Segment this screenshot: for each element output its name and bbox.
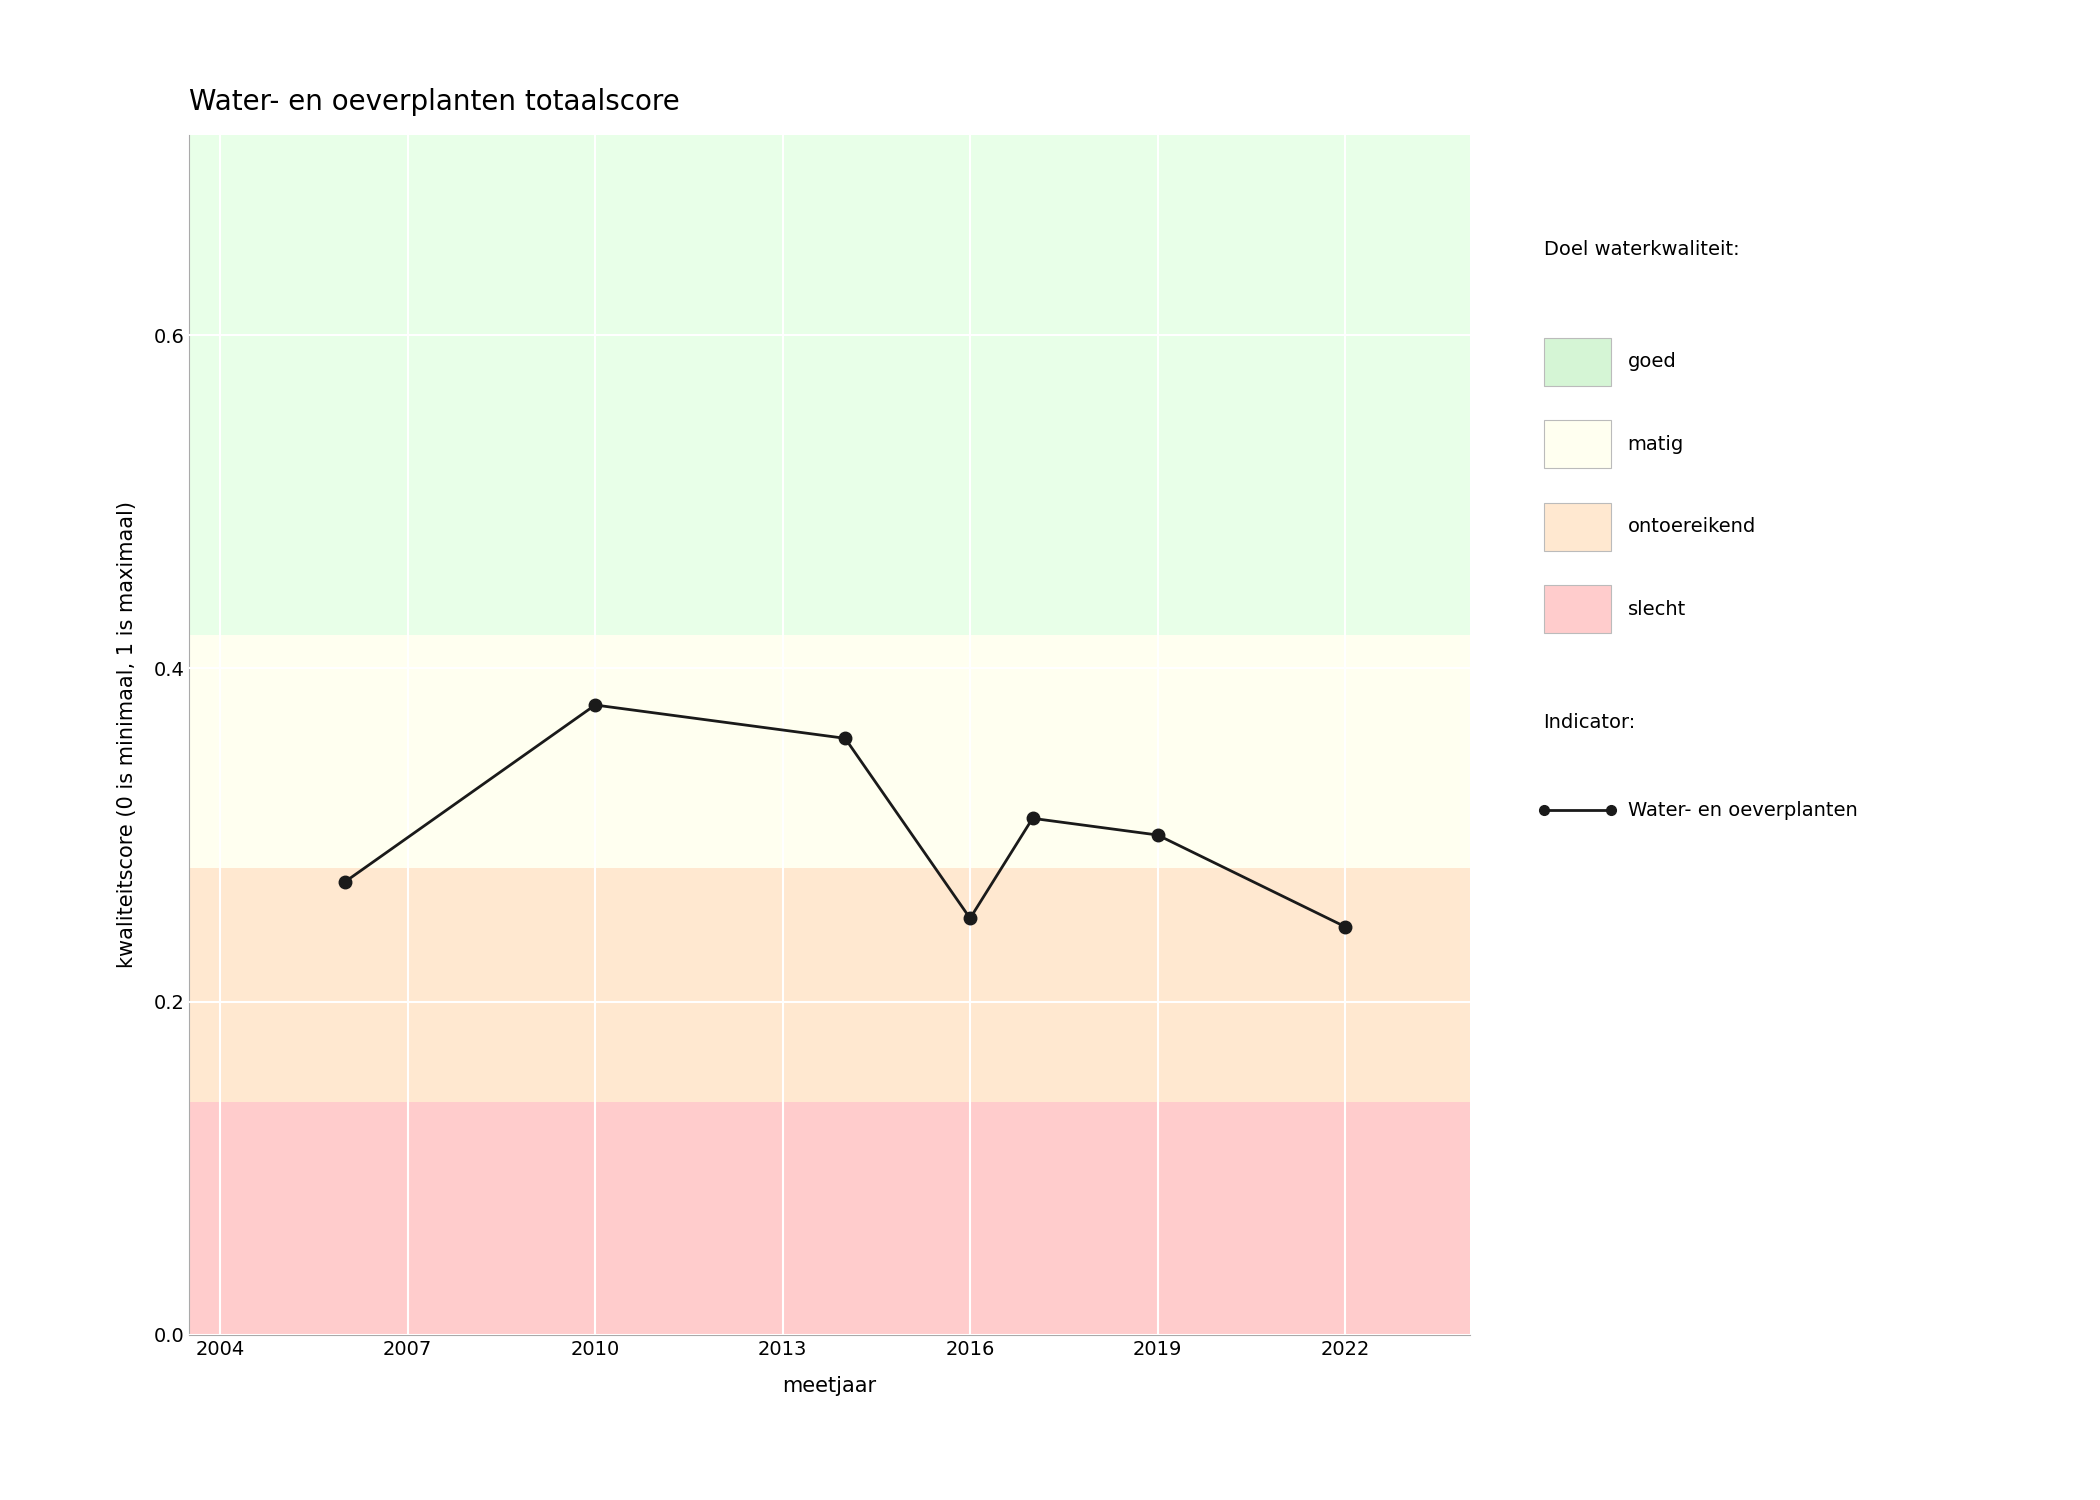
Y-axis label: kwaliteitscore (0 is minimaal, 1 is maximaal): kwaliteitscore (0 is minimaal, 1 is maxi… <box>118 501 136 969</box>
Text: slecht: slecht <box>1628 600 1686 618</box>
Text: Water- en oeverplanten: Water- en oeverplanten <box>1628 801 1856 819</box>
Bar <box>189 1101 1470 1335</box>
Text: Doel waterkwaliteit:: Doel waterkwaliteit: <box>1544 240 1739 260</box>
Text: Indicator:: Indicator: <box>1544 712 1636 732</box>
Text: goed: goed <box>1628 352 1676 370</box>
Bar <box>189 868 1470 1101</box>
Bar <box>189 135 1470 634</box>
Text: matig: matig <box>1628 435 1684 453</box>
X-axis label: meetjaar: meetjaar <box>783 1376 876 1395</box>
Bar <box>189 634 1470 868</box>
Text: Water- en oeverplanten totaalscore: Water- en oeverplanten totaalscore <box>189 88 680 116</box>
Text: ontoereikend: ontoereikend <box>1628 518 1756 536</box>
